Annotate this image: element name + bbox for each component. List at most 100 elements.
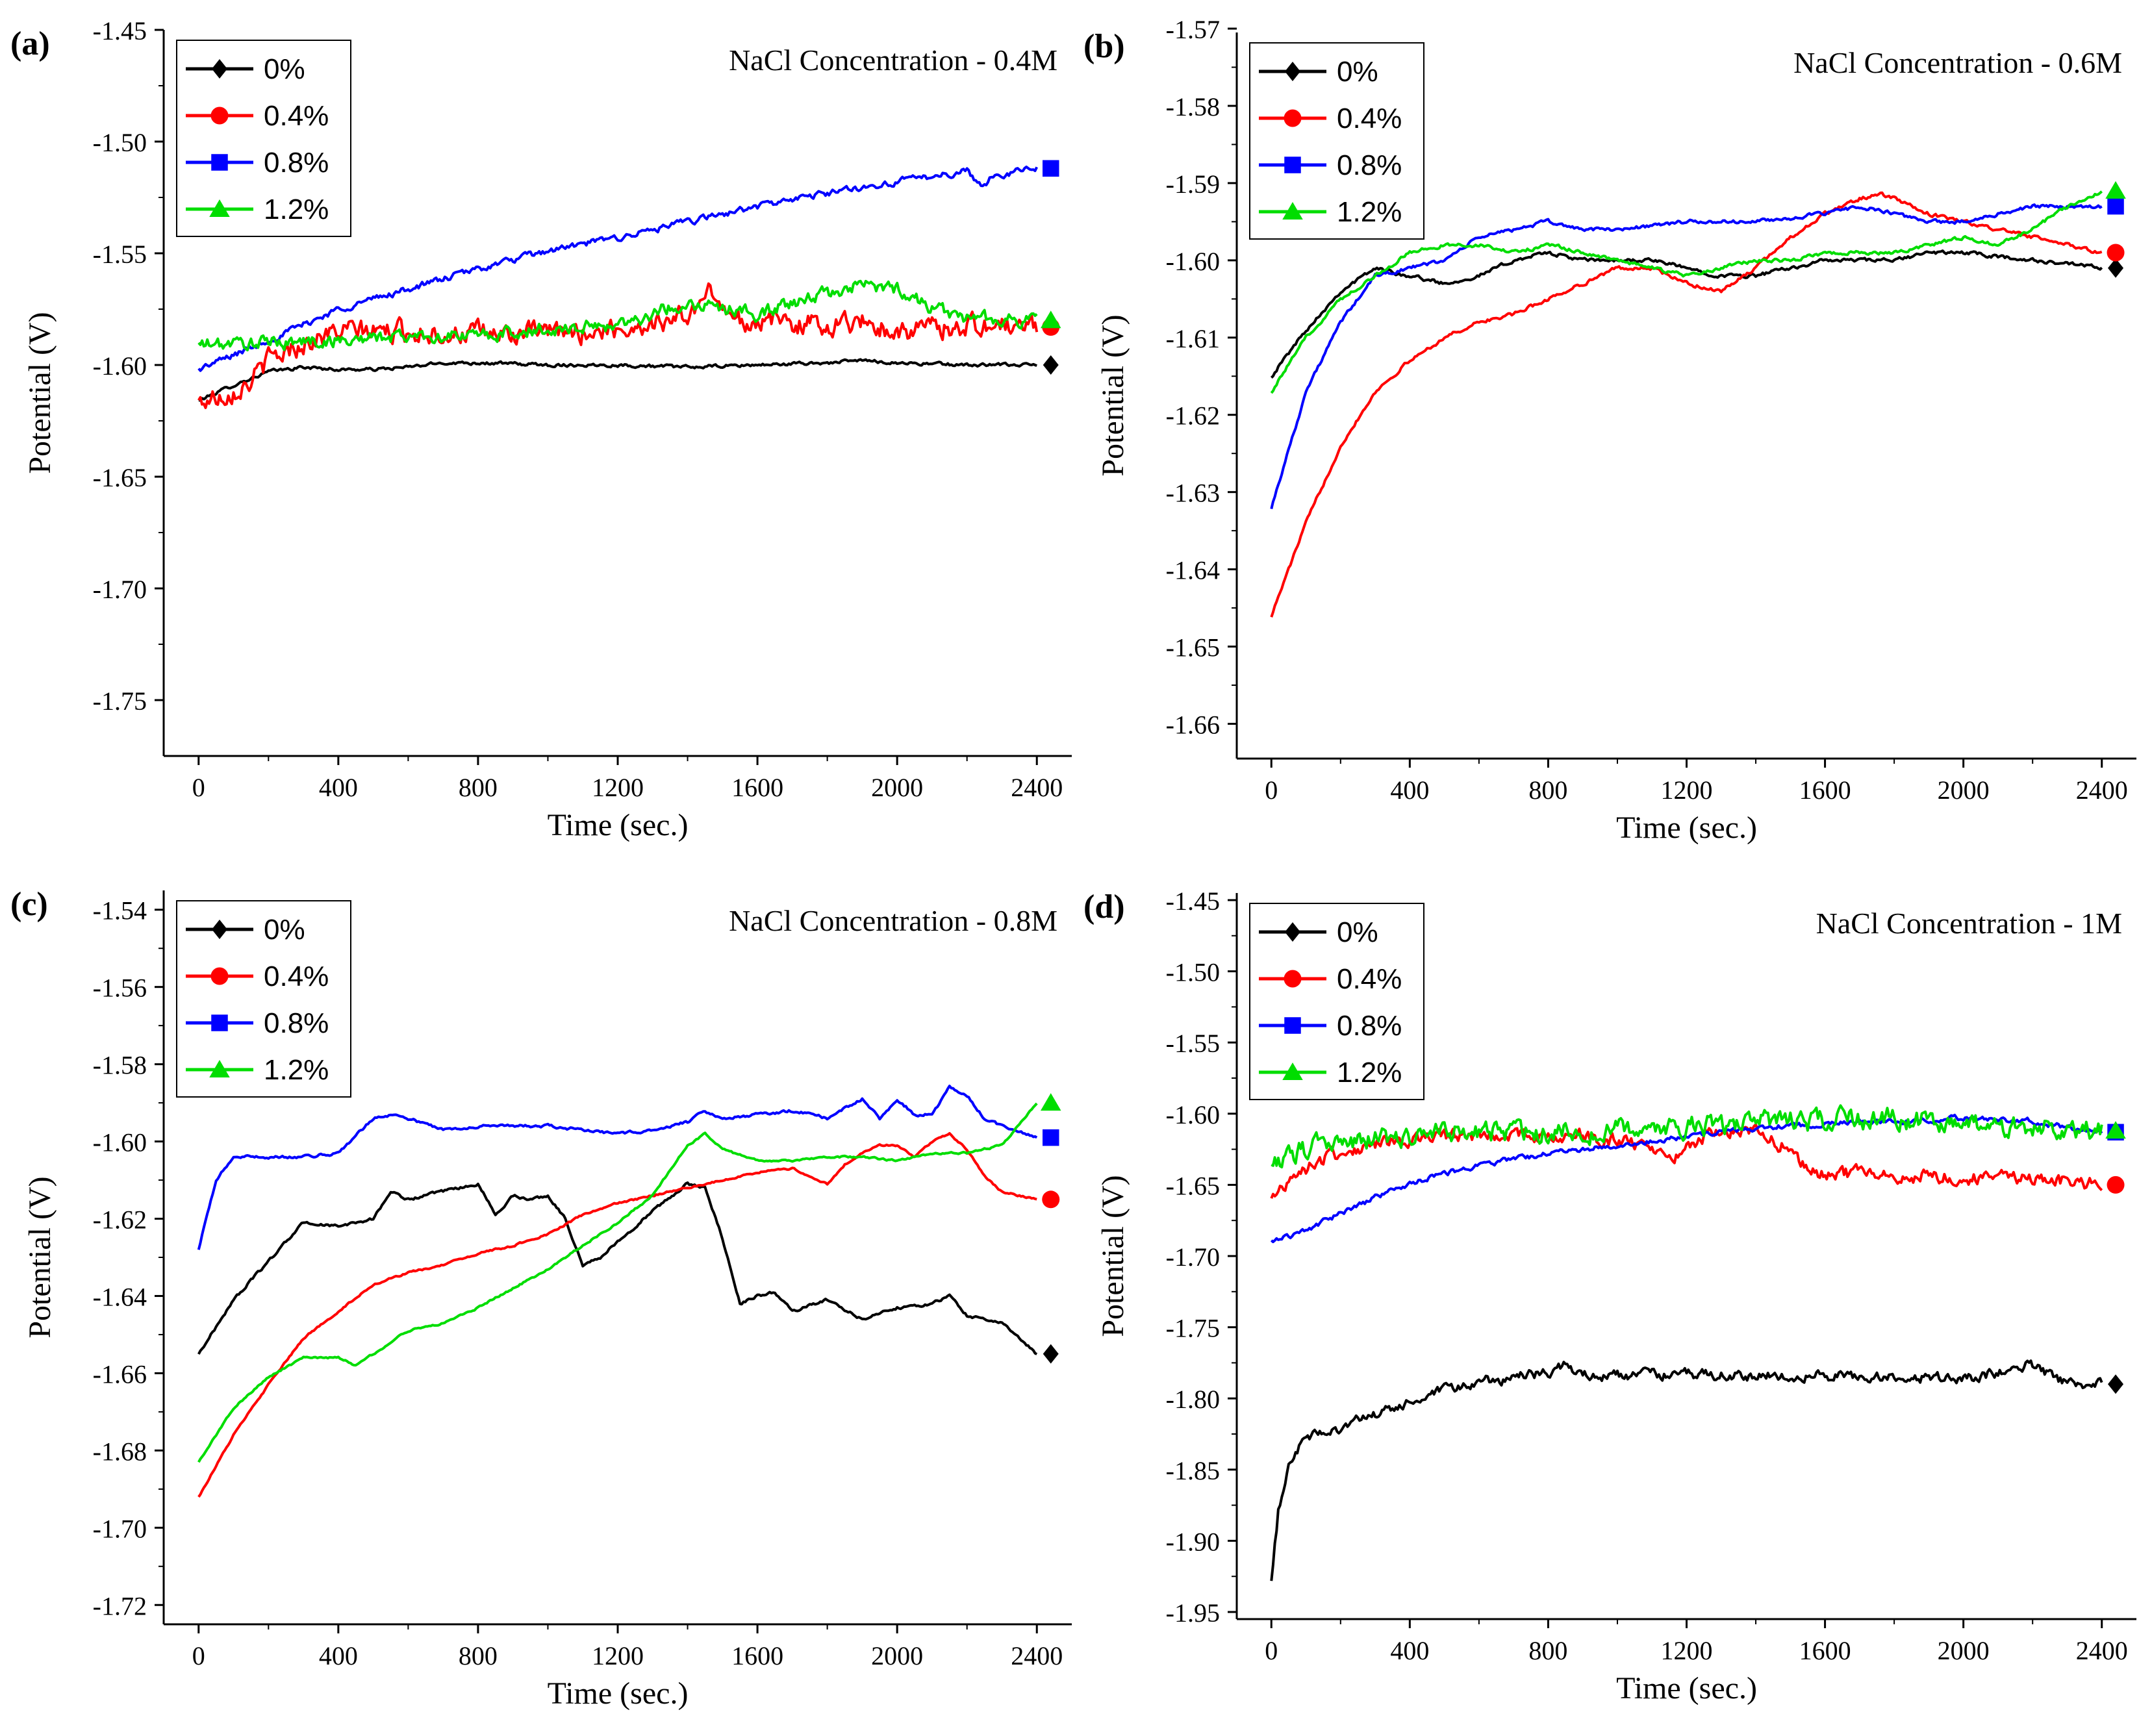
y-tick-label: -1.45 [1166, 887, 1220, 916]
y-tick-label: -1.65 [1166, 633, 1220, 662]
y-tick-label: -1.57 [1166, 15, 1220, 44]
y-tick-label: -1.85 [1166, 1456, 1220, 1485]
y-tick-label: -1.66 [93, 1359, 147, 1389]
y-tick-label: -1.62 [1166, 401, 1220, 431]
legend-box [1249, 42, 1424, 240]
legend-box [176, 900, 351, 1098]
legend-box [176, 40, 351, 237]
y-axis-label: Potential (V) [23, 1176, 57, 1338]
panel-label: (d) [1083, 888, 1125, 925]
legend-marker-1.2% [209, 1060, 230, 1077]
x-tick-label: 1200 [1661, 1636, 1713, 1665]
series-line-0% [1270, 1359, 2103, 1581]
x-axis-label: Time (sec.) [1616, 1671, 1757, 1705]
y-axis-label: Potential (V) [1096, 314, 1130, 476]
y-tick-label: -1.70 [1166, 1242, 1220, 1272]
panel-label: (c) [10, 886, 48, 923]
x-tick-label: 2400 [2076, 1636, 2128, 1665]
y-tick-label: -1.59 [1166, 170, 1220, 199]
legend: 0% 0.4% 0.8% 1.2% [176, 40, 351, 237]
series-line-0.4% [197, 1132, 1037, 1498]
legend-marker-0.8% [211, 154, 228, 171]
y-tick-label: -1.45 [93, 16, 147, 45]
legend-marker-0.8% [211, 1014, 228, 1031]
chart-panel-4: -1.45 -1.50 -1.55 -1.60 -1.65 -1.70 -1.75 -1.80… [1083, 887, 2136, 1705]
legend-entry-label: 0% [264, 53, 305, 85]
x-tick-label: 1600 [1799, 775, 1851, 805]
series-line-1.2% [197, 279, 1038, 351]
legend: 0% 0.4% 0.8% 1.2% [1249, 42, 1424, 240]
legend: 0% 0.4% 0.8% 1.2% [176, 900, 351, 1098]
legend-marker-0.4% [1284, 970, 1302, 988]
x-tick-label: 0 [1265, 775, 1278, 805]
y-tick-label: -1.58 [1166, 92, 1220, 121]
series-line-1.2% [1271, 1104, 2103, 1169]
x-tick-label: 400 [1390, 775, 1429, 805]
series-end-marker-0.8% [2107, 197, 2124, 215]
legend-entry-label: 0.4% [264, 961, 329, 992]
y-tick-label: -1.75 [93, 686, 147, 716]
legend-marker-0% [1285, 922, 1300, 942]
series-line-0.8% [1270, 203, 2103, 510]
chart-title: NaCl Concentration - 1M [1816, 907, 2122, 940]
series-end-marker-0% [1043, 1344, 1059, 1364]
series-line-1.2% [1270, 190, 2103, 394]
y-tick-label: -1.66 [1166, 710, 1220, 739]
chart-title: NaCl Concentration - 0.6M [1793, 46, 2122, 79]
x-tick-label: 800 [459, 1641, 498, 1670]
legend-entry-label: 0.8% [264, 1007, 329, 1039]
legend-marker-0% [212, 920, 227, 939]
y-tick-label: -1.64 [93, 1282, 147, 1311]
legend-marker-0% [212, 59, 227, 79]
legend-entry-label: 0.8% [264, 147, 329, 179]
x-tick-label: 0 [1265, 1636, 1278, 1665]
y-tick-label: -1.56 [93, 974, 147, 1003]
y-tick-label: -1.55 [1166, 1029, 1220, 1058]
legend-entry-label: 0.4% [1337, 963, 1402, 995]
legend-box [1249, 903, 1424, 1100]
legend-marker-0.4% [1284, 109, 1302, 127]
legend-entry-label: 0.8% [1337, 149, 1402, 181]
series-end-marker-0.4% [2107, 1176, 2125, 1194]
chart-panel-3: -1.54 -1.56 -1.58 -1.60 -1.62 -1.64 -1.66 -1.68… [10, 886, 1072, 1711]
x-tick-label: 800 [459, 773, 498, 802]
y-tick-label: -1.75 [1166, 1314, 1220, 1343]
series-line-0.4% [1270, 191, 2103, 618]
legend-entry-label: 0% [1337, 916, 1378, 948]
x-tick-label: 2000 [871, 1641, 923, 1670]
y-tick-label: -1.62 [93, 1205, 147, 1235]
series-end-marker-0% [2108, 258, 2124, 278]
x-tick-label: 1200 [592, 1641, 644, 1670]
series-end-marker-0% [2108, 1374, 2124, 1394]
y-tick-label: -1.95 [1166, 1598, 1220, 1628]
series-line-0% [198, 358, 1038, 402]
series-end-marker-1.2% [2105, 181, 2126, 199]
panel-label: (b) [1083, 28, 1125, 65]
y-axis-label: Potential (V) [23, 312, 57, 473]
x-tick-label: 2000 [871, 773, 923, 802]
x-tick-label: 1200 [592, 773, 644, 802]
x-tick-label: 400 [319, 1641, 358, 1670]
legend-marker-0.4% [210, 107, 229, 125]
series-end-marker-0% [1043, 355, 1059, 375]
y-tick-label: -1.65 [93, 463, 147, 492]
series-line-0.8% [1270, 1113, 2103, 1244]
x-tick-label: 800 [1528, 775, 1567, 805]
x-tick-label: 400 [1390, 1636, 1429, 1665]
x-tick-label: 1200 [1661, 775, 1713, 805]
series-end-marker-1.2% [2105, 1121, 2126, 1139]
y-axis-label: Potential (V) [1096, 1175, 1130, 1337]
legend-entry-label: 1.2% [264, 1054, 329, 1086]
y-tick-label: -1.90 [1166, 1527, 1220, 1556]
chart-panel-1: -1.45 -1.50 -1.55 -1.60 -1.65 -1.70 -1.75 0 400 8… [10, 16, 1072, 842]
x-tick-label: 2400 [2076, 775, 2128, 805]
x-tick-label: 800 [1528, 1636, 1567, 1665]
y-tick-label: -1.54 [93, 896, 147, 925]
y-tick-label: -1.68 [93, 1437, 147, 1466]
x-tick-label: 2000 [1938, 1636, 1990, 1665]
legend-marker-0.4% [210, 967, 229, 985]
chart-title: NaCl Concentration - 0.8M [729, 904, 1057, 937]
y-tick-label: -1.50 [1166, 958, 1220, 987]
chart-title: NaCl Concentration - 0.4M [729, 44, 1057, 77]
